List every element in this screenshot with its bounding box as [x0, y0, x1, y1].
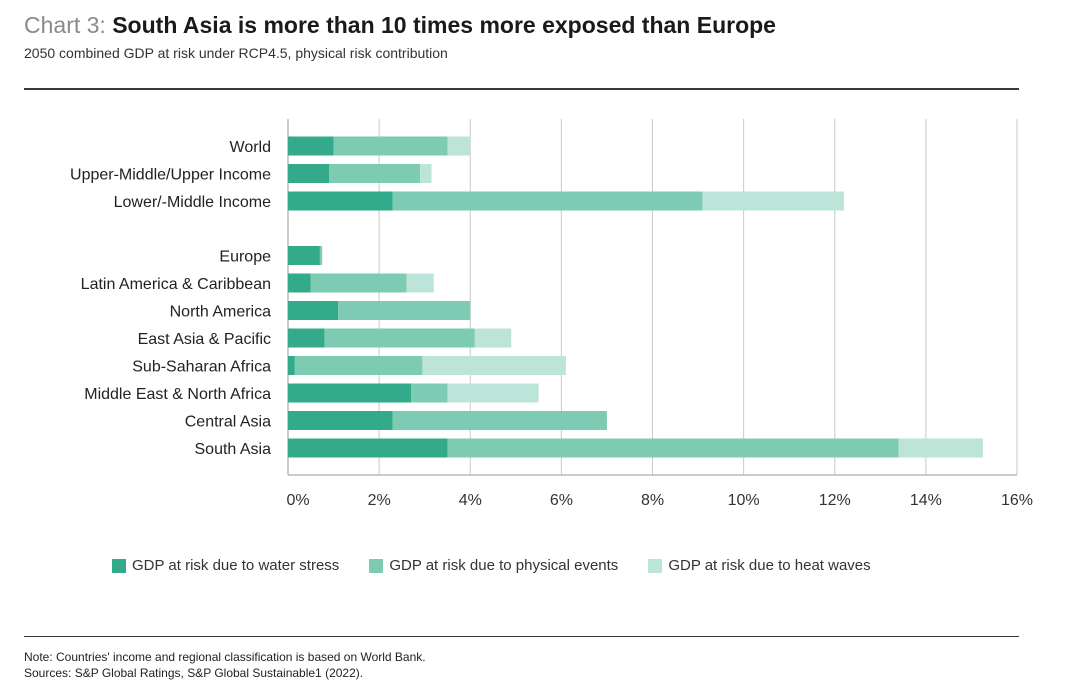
bar-segment [294, 356, 423, 375]
bar-segment [324, 328, 475, 348]
x-tick-label: 16% [1001, 492, 1033, 509]
category-label: Sub-Saharan Africa [132, 359, 271, 376]
category-label: Central Asia [185, 414, 271, 431]
bar-segment [447, 136, 471, 156]
bar-segment [288, 301, 339, 320]
bar-segment [338, 301, 471, 320]
chart-title-prefix: Chart 3: [24, 12, 113, 38]
x-tick-label: 2% [368, 492, 391, 509]
sources: Sources: S&P Global Ratings, S&P Global … [24, 666, 364, 680]
x-tick-label: 10% [728, 492, 760, 509]
category-label: World [230, 139, 272, 156]
bar-segment [411, 383, 448, 403]
category-label: East Asia & Pacific [138, 331, 271, 348]
category-label: South Asia [195, 441, 272, 458]
footnote: Note: Countries' income and regional cla… [24, 650, 426, 664]
x-tick-label: 6% [550, 492, 573, 509]
x-tick-label: 0% [286, 492, 309, 509]
bar-segment [288, 273, 311, 293]
bar-segment [392, 411, 607, 430]
category-label: North America [170, 304, 271, 321]
bar-segment [422, 356, 566, 375]
bar-segment [288, 383, 412, 403]
bar-segment [447, 438, 899, 458]
x-tick-label: 4% [459, 492, 482, 509]
category-label: Middle East & North Africa [84, 386, 271, 403]
legend-swatch [369, 558, 384, 573]
chart-title-main: South Asia is more than 10 times more ex… [112, 12, 776, 38]
top-divider [24, 88, 1019, 90]
legend-label: GDP at risk due to heat waves [668, 557, 871, 574]
bar-segment [333, 136, 448, 156]
chart-subtitle: 2050 combined GDP at risk under RCP4.5, … [24, 45, 448, 61]
legend: GDP at risk due to water stress GDP at ri… [112, 557, 871, 574]
category-label: Europe [219, 249, 271, 266]
legend-item: GDP at risk due to water stress [112, 557, 339, 574]
bar-segment [319, 246, 323, 265]
bar-chart: World Upper-Middle/Upper Income Lower/-Mid… [70, 119, 1033, 509]
bar-segment [288, 246, 320, 265]
x-tick-label: 8% [641, 492, 664, 509]
bar-segment [310, 273, 407, 293]
bar-segment [329, 164, 421, 183]
category-label: Lower/-Middle Income [114, 194, 272, 211]
legend-item: GDP at risk due to heat waves [648, 557, 871, 574]
legend-label: GDP at risk due to physical events [389, 557, 619, 574]
bar-segment [406, 273, 434, 293]
bar-segment [288, 411, 393, 430]
bar-segment [288, 191, 393, 211]
legend-label: GDP at risk due to water stress [132, 557, 340, 574]
chart-title: Chart 3: South Asia is more than 10 time… [24, 12, 776, 39]
category-label: Latin America & Caribbean [81, 276, 271, 293]
legend-item: GDP at risk due to physical events [369, 557, 618, 574]
bar-segment [288, 438, 448, 458]
bar-segment [702, 191, 844, 211]
legend-swatch [648, 558, 663, 573]
bar-segment [447, 383, 539, 403]
x-tick-label: 14% [910, 492, 942, 509]
bar-segment [288, 356, 295, 375]
bar-segment [288, 136, 334, 156]
bar-segment [420, 164, 432, 183]
bottom-divider [24, 636, 1019, 637]
bar-segment [392, 191, 703, 211]
x-tick-label: 12% [819, 492, 851, 509]
bar-segment [898, 438, 983, 458]
bar-segment [288, 328, 325, 348]
bar-segment [288, 164, 330, 183]
category-label: Upper-Middle/Upper Income [70, 167, 271, 184]
legend-swatch [112, 558, 126, 573]
bar-segment [474, 328, 512, 348]
